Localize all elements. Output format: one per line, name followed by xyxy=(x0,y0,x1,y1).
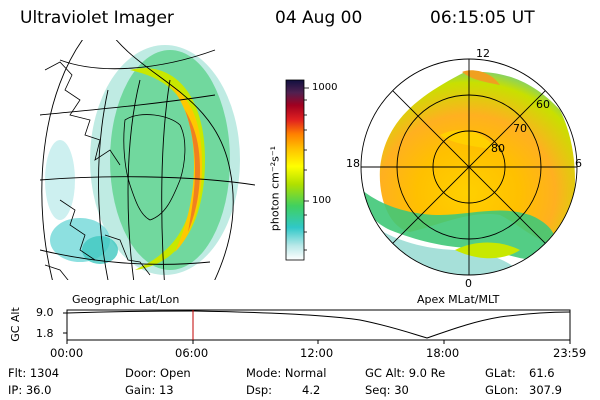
ip-value: IP: 36.0 xyxy=(8,383,52,397)
colorbar-unit-label: photon cm⁻²s⁻¹ xyxy=(268,145,282,232)
altitude-ytick-9: 9.0 xyxy=(36,306,54,319)
colorbar xyxy=(285,79,309,261)
mlt-label-18: 18 xyxy=(346,157,360,170)
time-tick-1800: 18:00 xyxy=(426,346,460,360)
apex-caption: Apex MLat/MLT xyxy=(417,293,500,306)
time-tick-0000: 00:00 xyxy=(50,346,84,360)
time-tick-0600: 06:00 xyxy=(175,346,209,360)
lat-label-60: 60 xyxy=(536,98,550,111)
glat-value: 61.6 xyxy=(529,366,555,380)
glon-value: 307.9 xyxy=(529,383,562,397)
lat-label-70: 70 xyxy=(513,122,527,135)
door-status: Door: Open xyxy=(125,366,191,380)
time-tick-2359: 23:59 xyxy=(553,346,587,360)
dsp-value: 4.2 xyxy=(302,383,321,397)
mode-value: Mode: Normal xyxy=(246,366,327,380)
sequence-number: Seq: 30 xyxy=(365,383,409,397)
colorbar-tick-100: 100 xyxy=(312,195,332,206)
mlt-label-6: 6 xyxy=(575,157,582,170)
altitude-plot xyxy=(63,309,571,344)
gc-altitude: GC Alt: 9.0 Re xyxy=(365,366,446,380)
dsp-label: Dsp: xyxy=(246,383,273,397)
lat-label-80: 80 xyxy=(491,142,505,155)
time-tick-1200: 12:00 xyxy=(300,346,334,360)
colorbar-tick-1000: 1000 xyxy=(312,82,338,93)
altitude-ylabel: GC Alt xyxy=(8,307,22,342)
header-time: 06:15:05 UT xyxy=(430,8,535,28)
header-date: 04 Aug 00 xyxy=(275,8,363,28)
polar-map xyxy=(360,58,578,276)
mlt-label-12: 12 xyxy=(476,47,490,60)
mlt-label-0: 0 xyxy=(465,277,472,290)
geographic-map xyxy=(40,40,255,280)
gain-value: Gain: 13 xyxy=(125,383,174,397)
flight-number: Flt: 1304 xyxy=(8,366,60,380)
geographic-caption: Geographic Lat/Lon xyxy=(72,293,180,306)
glon-label: GLon: xyxy=(485,383,519,397)
glat-label: GLat: xyxy=(485,366,516,380)
altitude-ytick-1.8: 1.8 xyxy=(36,327,54,340)
app-title: Ultraviolet Imager xyxy=(20,8,174,28)
